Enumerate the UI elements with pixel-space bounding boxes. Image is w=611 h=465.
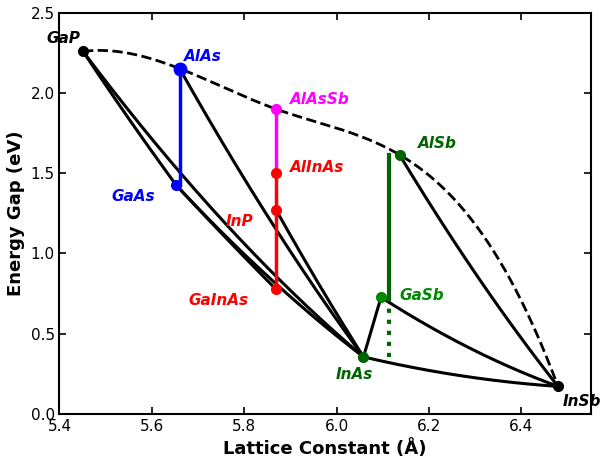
Text: AlInAs: AlInAs — [290, 159, 345, 175]
Text: GaInAs: GaInAs — [188, 293, 249, 308]
Y-axis label: Energy Gap (eV): Energy Gap (eV) — [7, 131, 25, 296]
Text: InAs: InAs — [336, 367, 373, 382]
Text: InSb: InSb — [563, 394, 601, 409]
Text: AlAs: AlAs — [185, 48, 222, 64]
Text: GaAs: GaAs — [112, 189, 155, 205]
X-axis label: Lattice Constant (Å): Lattice Constant (Å) — [224, 439, 427, 458]
Text: GaP: GaP — [46, 32, 80, 46]
Text: GaSb: GaSb — [400, 288, 444, 304]
Text: InP: InP — [225, 214, 253, 229]
Text: AlSb: AlSb — [418, 136, 457, 152]
Text: AlAsSb: AlAsSb — [290, 93, 349, 107]
